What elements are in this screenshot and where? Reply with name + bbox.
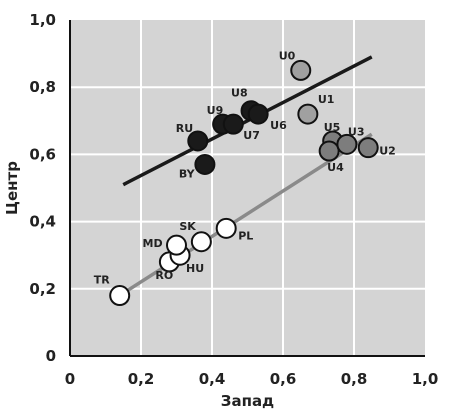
x-tick-label: 0,8 [341, 370, 368, 388]
point-pl [215, 217, 237, 239]
point-label-tr: TR [94, 274, 111, 287]
point-label-u9: U9 [207, 104, 224, 117]
point-u7 [222, 113, 244, 135]
tick-labels: 0 0,2 0,4 0,6 0,8 1,0 0 0,2 0,4 0,6 0,8 1,0 [29, 11, 438, 388]
y-axis-title: Центр [3, 161, 21, 215]
point-label-u3: U3 [348, 125, 365, 138]
point-label-u1: U1 [318, 93, 335, 106]
point-label-md: MD [143, 237, 163, 250]
y-tick-label: 0,8 [29, 78, 56, 96]
point-label-u8: U8 [231, 87, 248, 100]
point-label-hu: HU [186, 262, 204, 275]
point-u4 [318, 140, 340, 162]
point-sk [190, 231, 212, 253]
point-u6 [247, 103, 269, 125]
point-u0 [290, 59, 312, 81]
point-label-u2: U2 [379, 145, 396, 158]
point-by [194, 153, 216, 175]
point-labels: RU BY U9 U7 U8 U6 U0 U1 U5 U4 U3 U2 TR RO HU MD SK PL [94, 49, 396, 286]
y-tick-label: 0,6 [29, 145, 56, 163]
point-u2 [357, 137, 379, 159]
point-label-by: BY [179, 167, 196, 180]
y-tick-label: 0,2 [29, 280, 56, 298]
y-tick-label: 0,4 [29, 213, 56, 231]
point-label-ro: RO [155, 269, 173, 282]
x-tick-label: 1,0 [412, 370, 439, 388]
point-label-u4: U4 [327, 161, 344, 174]
x-tick-label: 0,2 [128, 370, 155, 388]
point-label-u7: U7 [243, 129, 260, 142]
point-u3 [336, 133, 358, 155]
trend-line-1 [122, 55, 373, 187]
data-points [109, 59, 379, 307]
point-label-sk: SK [179, 220, 196, 233]
x-tick-label: 0,4 [199, 370, 226, 388]
plot-background [70, 20, 425, 356]
x-axis-title: Запад [221, 392, 274, 410]
point-label-ru: RU [176, 122, 193, 135]
y-tick-label: 0 [46, 347, 56, 365]
point-tr [109, 285, 131, 307]
point-md [166, 234, 187, 256]
axes [69, 20, 425, 357]
point-label-u0: U0 [279, 49, 296, 62]
point-ru [187, 130, 209, 152]
x-tick-label: 0 [65, 370, 75, 388]
point-label-pl: PL [238, 229, 253, 242]
y-tick-label: 1,0 [29, 11, 56, 29]
point-u1 [297, 103, 319, 125]
point-label-u6: U6 [270, 119, 287, 132]
x-tick-label: 0,6 [270, 370, 297, 388]
point-label-u5: U5 [324, 121, 341, 134]
